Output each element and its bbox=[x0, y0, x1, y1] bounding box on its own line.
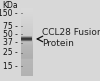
Text: 25 -: 25 - bbox=[3, 48, 18, 57]
Text: 15 -: 15 - bbox=[3, 62, 18, 71]
FancyBboxPatch shape bbox=[21, 38, 32, 39]
FancyBboxPatch shape bbox=[21, 41, 32, 42]
Text: 37 -: 37 - bbox=[3, 38, 18, 47]
Text: 50 -: 50 - bbox=[3, 30, 18, 39]
FancyBboxPatch shape bbox=[21, 36, 32, 37]
Text: 75 -: 75 - bbox=[3, 22, 18, 31]
Text: KDa: KDa bbox=[2, 1, 18, 10]
FancyBboxPatch shape bbox=[21, 40, 32, 41]
Text: CCL28 Fusion: CCL28 Fusion bbox=[42, 28, 100, 37]
Text: 150 -: 150 - bbox=[0, 9, 18, 18]
FancyBboxPatch shape bbox=[21, 37, 32, 38]
Text: Protein: Protein bbox=[42, 39, 74, 48]
FancyBboxPatch shape bbox=[21, 39, 32, 40]
